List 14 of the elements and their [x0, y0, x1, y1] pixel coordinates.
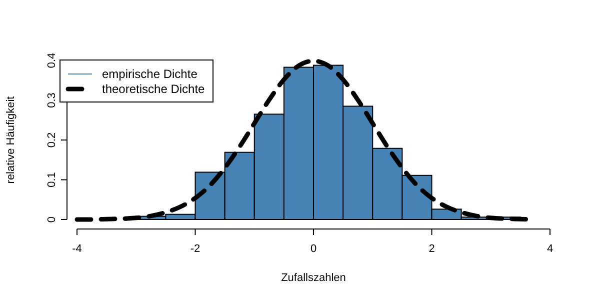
legend-label: theoretische Dichte [102, 82, 206, 96]
y-tick-label: 0.1 [46, 172, 58, 188]
x-tick-label: 2 [428, 243, 435, 255]
x-tick-label: -4 [72, 243, 82, 255]
y-tick-label: 0.3 [46, 92, 58, 108]
y-tick-label: 0.4 [46, 52, 58, 68]
legend-label: empirische Dichte [102, 67, 198, 81]
x-tick-label: -2 [190, 243, 200, 255]
x-tick-label: 0 [310, 243, 317, 255]
x-tick-label: 4 [546, 243, 554, 255]
y-axis-title: relative Häufigkeit [5, 96, 17, 184]
y-tick-label: 0.2 [46, 132, 58, 148]
x-axis-title: Zufallszahlen [281, 272, 346, 284]
y-tick-label: 0 [46, 216, 58, 223]
